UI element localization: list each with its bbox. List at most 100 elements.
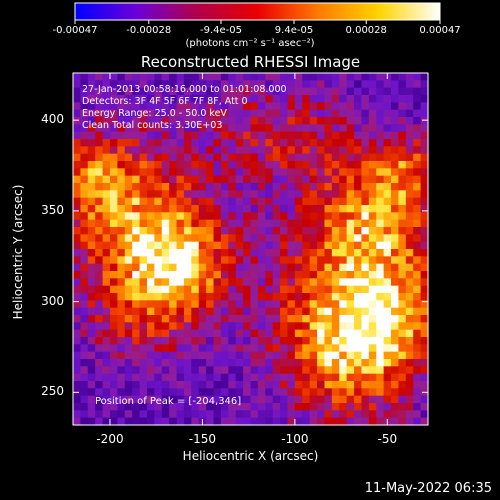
heatmap-cell	[109, 131, 118, 140]
heatmap-cell	[324, 131, 333, 140]
heatmap-cell	[176, 359, 185, 367]
heatmap-cell	[132, 329, 141, 338]
heatmap-cell	[124, 366, 133, 375]
heatmap-cell	[220, 417, 229, 426]
heatmap-cell	[117, 219, 126, 228]
heatmap-cell	[257, 388, 266, 397]
heatmap-cell	[117, 285, 126, 294]
heatmap-cell	[398, 87, 407, 96]
heatmap-cell	[302, 278, 311, 287]
heatmap-cell	[346, 337, 355, 345]
heatmap-cell	[302, 146, 311, 155]
heatmap-cell	[317, 322, 326, 331]
heatmap-cell	[420, 315, 429, 323]
heatmap-cell	[102, 183, 111, 191]
heatmap-cell	[339, 87, 348, 96]
heatmap-cell	[169, 168, 178, 177]
heatmap-cell	[354, 190, 363, 199]
heatmap-cell	[317, 403, 326, 411]
heatmap-cell	[206, 417, 215, 426]
heatmap-cell	[354, 205, 363, 213]
heatmap-cell	[73, 161, 81, 169]
heatmap-cell	[95, 403, 104, 411]
heatmap-cell	[257, 153, 266, 162]
heatmap-cell	[302, 293, 311, 301]
heatmap-cell	[272, 175, 281, 184]
heatmap-cell	[324, 117, 333, 125]
heatmap-cell	[420, 124, 429, 133]
heatmap-cell	[368, 241, 377, 250]
heatmap-cell	[361, 256, 370, 265]
heatmap-cell	[346, 205, 355, 213]
heatmap-cell	[220, 205, 229, 213]
heatmap-cell	[213, 256, 222, 265]
heatmap-cell	[354, 395, 363, 404]
heatmap-cell	[139, 234, 148, 243]
heatmap-cell	[324, 256, 333, 265]
colorbar-unit-label: (photons cm⁻² s⁻¹ asec⁻²)	[185, 38, 315, 49]
heatmap-cell	[339, 249, 348, 257]
heatmap-cell	[191, 139, 200, 147]
heatmap-cell	[405, 227, 414, 235]
heatmap-cell	[272, 417, 281, 426]
heatmap-cell	[346, 278, 355, 287]
heatmap-cell	[309, 80, 318, 89]
heatmap-cell	[250, 234, 259, 243]
heatmap-cell	[146, 410, 155, 419]
heatmap-cell	[213, 124, 222, 133]
heatmap-cell	[243, 80, 252, 89]
heatmap-cell	[324, 322, 333, 331]
heatmap-cell	[257, 183, 266, 191]
heatmap-cell	[95, 337, 104, 345]
heatmap-cell	[220, 161, 229, 169]
heatmap-cell	[80, 351, 89, 360]
heatmap-cell	[191, 256, 200, 265]
heatmap-cell	[235, 161, 244, 169]
heatmap-cell	[420, 168, 429, 177]
heatmap-cell	[317, 293, 326, 301]
heatmap-cell	[391, 80, 400, 89]
heatmap-cell	[317, 183, 326, 191]
heatmap-cell	[317, 307, 326, 316]
heatmap-cell	[361, 293, 370, 301]
heatmap-cell	[243, 329, 252, 338]
heatmap-cell	[280, 300, 289, 309]
heatmap-cell	[169, 175, 178, 184]
chart-title: Reconstructed RHESSI Image	[140, 53, 361, 71]
heatmap-cell	[331, 117, 340, 125]
heatmap-cell	[139, 131, 148, 140]
heatmap-cell	[354, 300, 363, 309]
heatmap-cell	[302, 285, 311, 294]
heatmap-cell	[294, 146, 303, 155]
colorbar-tick-label: -0.00047	[52, 25, 98, 36]
heatmap-cell	[405, 249, 414, 257]
heatmap-cell	[272, 241, 281, 250]
heatmap-cell	[331, 344, 340, 353]
heatmap-cell	[257, 227, 266, 235]
heatmap-cell	[361, 73, 370, 81]
heatmap-cell	[361, 161, 370, 169]
heatmap-cell	[228, 403, 237, 411]
heatmap-cell	[213, 322, 222, 331]
heatmap-cell	[132, 95, 141, 103]
heatmap-cell	[213, 373, 222, 382]
heatmap-cell	[102, 410, 111, 419]
heatmap-cell	[280, 190, 289, 199]
heatmap-cell	[272, 73, 281, 81]
heatmap-cell	[339, 212, 348, 221]
heatmap-cell	[117, 124, 126, 133]
heatmap-cell	[361, 322, 370, 331]
heatmap-cell	[161, 300, 170, 309]
heatmap-cell	[139, 395, 148, 404]
heatmap-cell	[124, 278, 133, 287]
heatmap-cell	[132, 410, 141, 419]
heatmap-cell	[250, 263, 259, 272]
heatmap-cell	[398, 337, 407, 345]
heatmap-cell	[391, 373, 400, 382]
heatmap-cell	[154, 219, 163, 228]
heatmap-cell	[176, 315, 185, 323]
heatmap-cell	[169, 373, 178, 382]
heatmap-cell	[198, 315, 207, 323]
heatmap-cell	[169, 388, 178, 397]
heatmap-cell	[87, 307, 96, 316]
